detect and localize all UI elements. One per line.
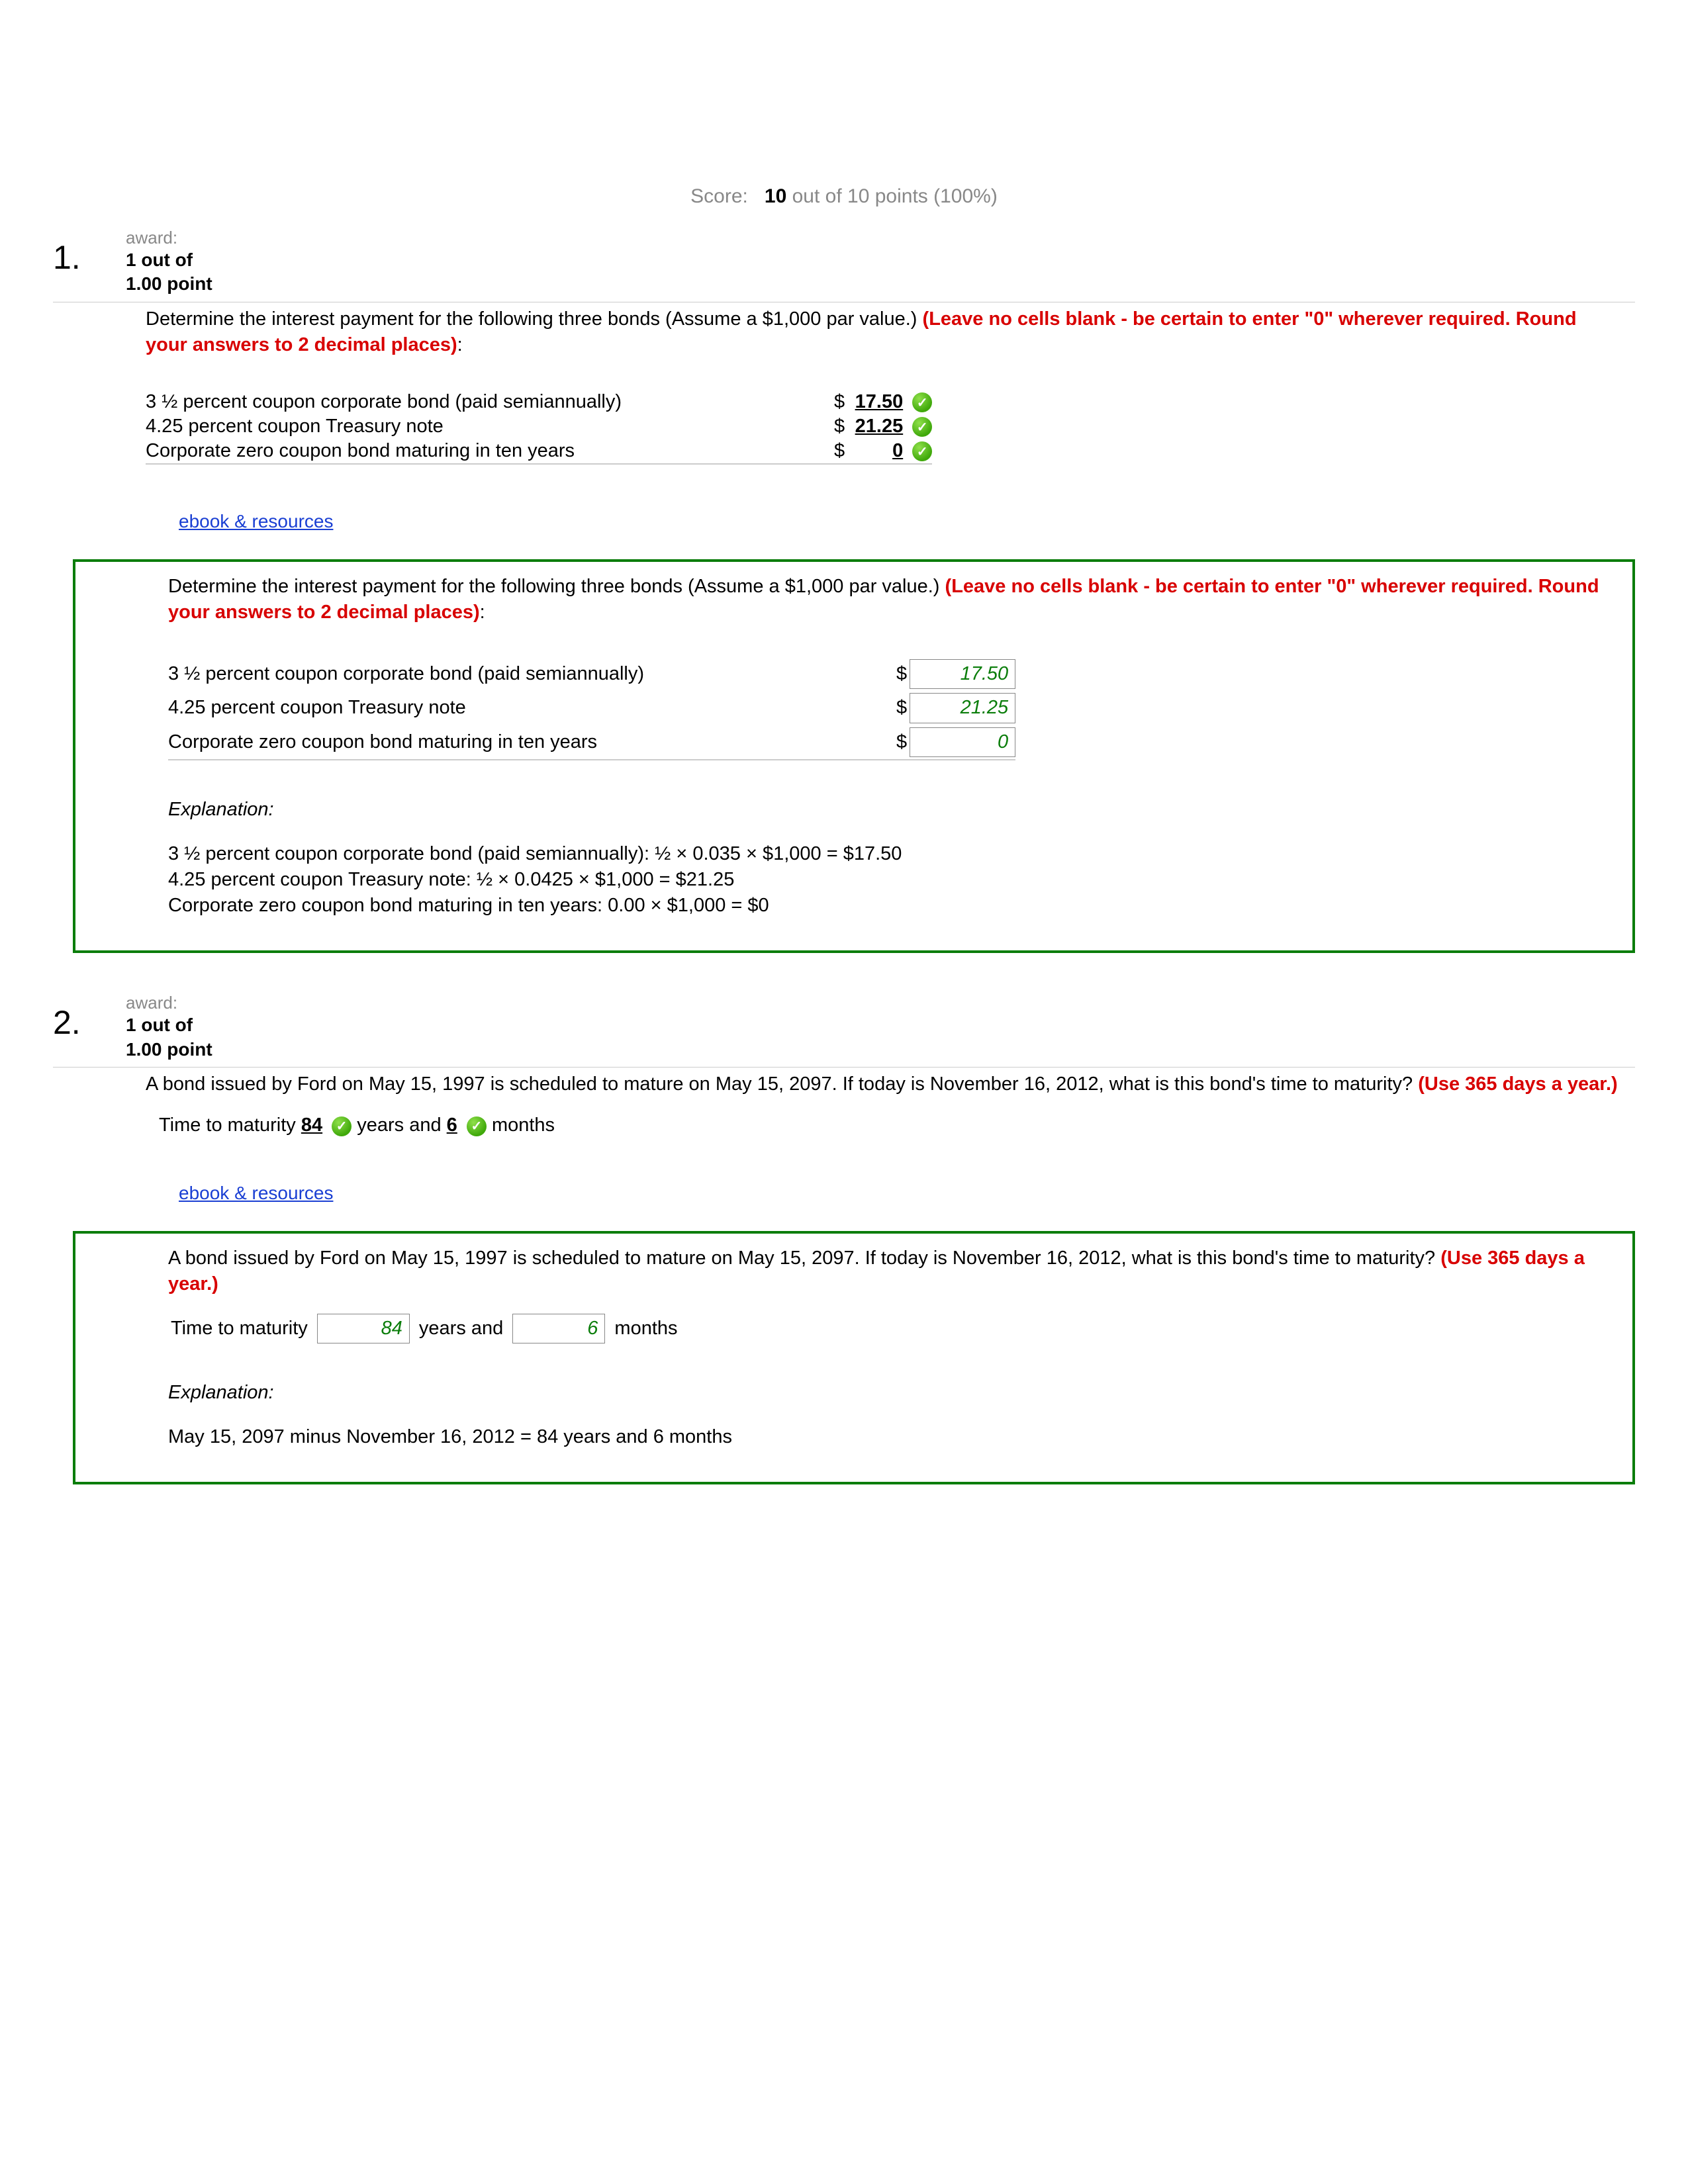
score-earned: 10 <box>765 185 786 207</box>
question-1: 1. award: 1 out of 1.00 point Determine … <box>0 228 1688 993</box>
row-desc: 3 ½ percent coupon corporate bond (paid … <box>168 657 857 691</box>
explanation-label: Explanation: <box>168 1380 1614 1406</box>
award-score: 1 out of 1.00 point <box>126 248 212 296</box>
question-2: 2. award: 1 out of 1.00 point A bond iss… <box>0 993 1688 1524</box>
ebook-resources-link[interactable]: ebook & resources <box>179 511 333 532</box>
student-answer-years: 84 <box>301 1115 322 1136</box>
dollar-sign: $ <box>857 657 907 691</box>
question-1-header: 1. award: 1 out of 1.00 point <box>53 228 1635 302</box>
check-icon: ✓ <box>912 417 932 437</box>
correct-answer-box: 17.50 <box>910 659 1015 689</box>
dollar-sign: $ <box>857 725 907 760</box>
check-icon: ✓ <box>332 1116 352 1136</box>
dollar-sign: $ <box>857 691 907 725</box>
question-prompt: A bond issued by Ford on May 15, 1997 is… <box>146 1071 1622 1097</box>
solution-prompt: A bond issued by Ford on May 15, 1997 is… <box>168 1246 1614 1297</box>
check-icon: ✓ <box>912 441 932 461</box>
student-answer-months: 6 <box>447 1115 457 1136</box>
solution-answer-table: 3 ½ percent coupon corporate bond (paid … <box>168 657 1015 760</box>
dollar-sign: $ 17.50 ✓ <box>834 390 932 414</box>
dollar-sign: $ 0 ✓ <box>834 439 932 464</box>
ebook-resources-link[interactable]: ebook & resources <box>179 1183 333 1204</box>
row-desc: Corporate zero coupon bond maturing in t… <box>168 725 857 760</box>
student-answer: 21.25 <box>850 416 903 437</box>
solution-answer-line: Time to maturity 84 years and 6 months <box>168 1314 1614 1343</box>
dollar-sign: $ 21.25 ✓ <box>834 414 932 439</box>
question-prompt: Determine the interest payment for the f… <box>146 306 1622 358</box>
student-answer-table: 3 ½ percent coupon corporate bond (paid … <box>146 390 932 465</box>
row-desc: 4.25 percent coupon Treasury note <box>146 414 834 439</box>
correct-answer-months: 6 <box>512 1314 605 1343</box>
prompt-instruction: (Use 365 days a year.) <box>1418 1073 1617 1095</box>
student-answer: 0 <box>850 440 903 462</box>
solution-box: Determine the interest payment for the f… <box>73 559 1635 953</box>
explanation-body: May 15, 2097 minus November 16, 2012 = 8… <box>168 1424 1614 1450</box>
student-answer-line: Time to maturity 84 ✓ years and 6 ✓ mont… <box>146 1115 1622 1136</box>
row-desc: Corporate zero coupon bond maturing in t… <box>146 439 834 464</box>
score-label: Score: <box>690 185 748 207</box>
check-icon: ✓ <box>467 1116 487 1136</box>
explanation-label: Explanation: <box>168 797 1614 823</box>
correct-answer-box: 21.25 <box>910 693 1015 723</box>
student-answer: 17.50 <box>850 391 903 413</box>
solution-prompt: Determine the interest payment for the f… <box>168 574 1614 625</box>
score-rest: out of 10 points (100%) <box>792 185 998 207</box>
row-desc: 3 ½ percent coupon corporate bond (paid … <box>146 390 834 414</box>
question-number: 2. <box>53 993 126 1042</box>
row-desc: 4.25 percent coupon Treasury note <box>168 691 857 725</box>
award-score: 1 out of 1.00 point <box>126 1013 212 1062</box>
question-2-header: 2. award: 1 out of 1.00 point <box>53 993 1635 1068</box>
check-icon: ✓ <box>912 392 932 412</box>
score-line: Score: 10 out of 10 points (100%) <box>0 185 1688 208</box>
question-number: 1. <box>53 228 126 277</box>
correct-answer-box: 0 <box>910 727 1015 757</box>
solution-box: A bond issued by Ford on May 15, 1997 is… <box>73 1231 1635 1484</box>
award-label: award: <box>126 228 212 248</box>
correct-answer-years: 84 <box>317 1314 410 1343</box>
explanation-body: 3 ½ percent coupon corporate bond (paid … <box>168 841 1614 919</box>
award-label: award: <box>126 993 212 1013</box>
